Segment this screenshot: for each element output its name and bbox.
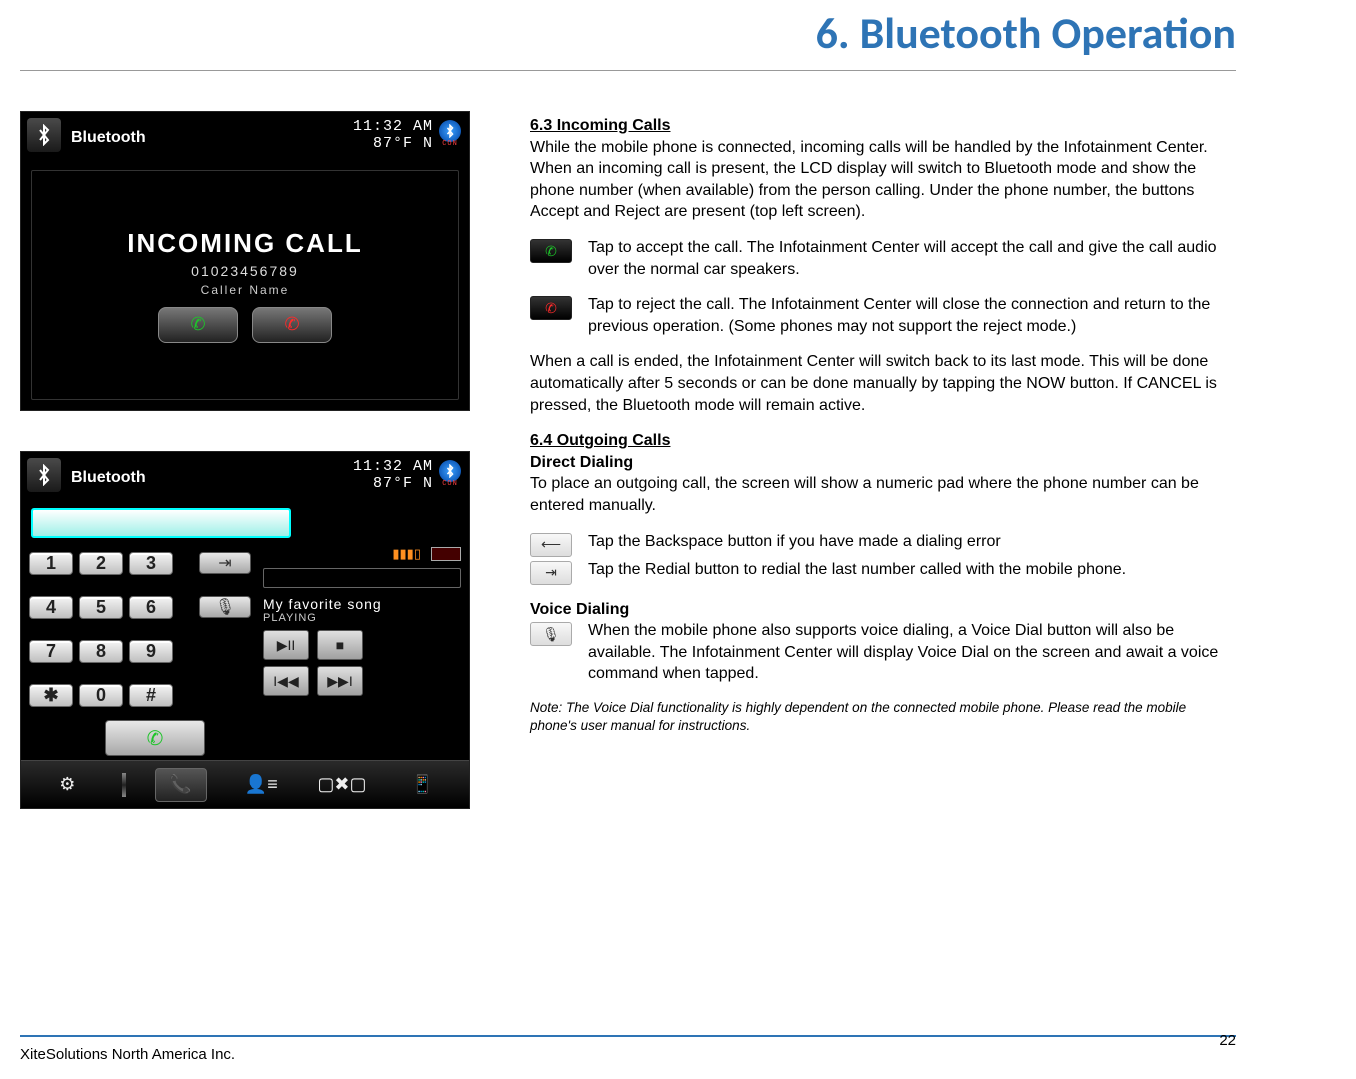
voice-dial-note: Note: The Voice Dial functionality is hi… bbox=[530, 699, 1236, 735]
key-6[interactable]: 6 bbox=[129, 596, 173, 619]
track-display bbox=[263, 568, 461, 588]
next-track-button[interactable]: ▶▶I bbox=[317, 666, 363, 696]
dialpad-screen: Bluetooth 11:32 AM 87°F N CON bbox=[20, 451, 470, 809]
bluetooth-badge-icon bbox=[439, 120, 461, 142]
manual-text: 6.3 Incoming Calls While the mobile phon… bbox=[530, 111, 1236, 809]
incoming-call-label: INCOMING CALL bbox=[127, 228, 362, 259]
voice-dial-button[interactable]: 🎙 bbox=[199, 596, 251, 618]
page-title: 6. Bluetooth Operation bbox=[20, 0, 1236, 71]
backspace-desc: Tap the Backspace button if you have mad… bbox=[588, 531, 1001, 553]
con-label: CON bbox=[439, 480, 461, 488]
phone-tab[interactable]: 📱 bbox=[397, 768, 449, 802]
con-label: CON bbox=[439, 140, 461, 148]
screen1-title: Bluetooth bbox=[71, 123, 146, 147]
number-input[interactable] bbox=[31, 508, 291, 538]
caller-name: Caller Name bbox=[201, 283, 290, 297]
stop-button[interactable]: ■ bbox=[317, 630, 363, 660]
incoming-number: 01023456789 bbox=[191, 263, 299, 279]
para-6-3a: While the mobile phone is connected, inc… bbox=[530, 137, 1236, 223]
subheading-voice-dialing: Voice Dialing bbox=[530, 599, 1236, 621]
backspace-icon-inline: ⟵ bbox=[530, 533, 572, 557]
play-pause-button[interactable]: ▶II bbox=[263, 630, 309, 660]
footer-company: XiteSolutions North America Inc. bbox=[20, 1046, 235, 1063]
reject-icon: ✆ bbox=[284, 314, 299, 335]
redial-desc: Tap the Redial button to redial the last… bbox=[588, 559, 1126, 581]
page-number: 22 bbox=[1219, 1032, 1236, 1049]
key-hash[interactable]: # bbox=[129, 684, 173, 707]
accept-call-button[interactable]: ✆ bbox=[158, 307, 238, 343]
screen1-time: 11:32 AM bbox=[353, 118, 433, 135]
dialpad-tab[interactable]: 📞 bbox=[155, 768, 207, 802]
dial-button[interactable]: ✆ bbox=[105, 720, 205, 756]
key-8[interactable]: 8 bbox=[79, 640, 123, 663]
keypad: 1 2 3 ⇥ 4 5 6 🎙 7 8 9 bbox=[29, 544, 251, 714]
key-4[interactable]: 4 bbox=[29, 596, 73, 619]
footer-rule bbox=[20, 1035, 1236, 1037]
accept-icon-inline: ✆ bbox=[530, 239, 572, 263]
accept-icon: ✆ bbox=[190, 314, 205, 335]
voice-desc: When the mobile phone also supports voic… bbox=[588, 620, 1236, 685]
subheading-direct-dialing: Direct Dialing bbox=[530, 452, 1236, 474]
key-5[interactable]: 5 bbox=[79, 596, 123, 619]
para-6-4a: To place an outgoing call, the screen wi… bbox=[530, 473, 1236, 516]
key-7[interactable]: 7 bbox=[29, 640, 73, 663]
screen1-temp: 87°F N bbox=[353, 135, 433, 152]
reject-call-button[interactable]: ✆ bbox=[252, 307, 332, 343]
screen2-time: 11:32 AM bbox=[353, 458, 433, 475]
playing-label: PLAYING bbox=[263, 612, 461, 624]
key-9[interactable]: 9 bbox=[129, 640, 173, 663]
signal-icon: ▮▮▮▯ bbox=[392, 546, 421, 562]
para-6-3b: When a call is ended, the Infotainment C… bbox=[530, 351, 1236, 416]
incoming-call-screen: Bluetooth 11:32 AM 87°F N CON bbox=[20, 111, 470, 411]
key-3[interactable]: 3 bbox=[129, 552, 173, 575]
bluetooth-icon bbox=[27, 118, 61, 152]
heading-6-3: 6.3 Incoming Calls bbox=[530, 115, 1236, 137]
redial-button[interactable]: ⇥ bbox=[199, 552, 251, 574]
reject-icon-inline: ✆ bbox=[530, 296, 572, 320]
screen2-title: Bluetooth bbox=[71, 463, 146, 487]
bluetooth-badge-icon bbox=[439, 460, 461, 482]
key-1[interactable]: 1 bbox=[29, 552, 73, 575]
key-0[interactable]: 0 bbox=[79, 684, 123, 707]
reject-desc: Tap to reject the call. The Infotainment… bbox=[588, 294, 1236, 337]
key-2[interactable]: 2 bbox=[79, 552, 123, 575]
song-title: My favorite song bbox=[263, 596, 461, 612]
prev-track-button[interactable]: I◀◀ bbox=[263, 666, 309, 696]
heading-6-4: 6.4 Outgoing Calls bbox=[530, 430, 1236, 452]
accept-desc: Tap to accept the call. The Infotainment… bbox=[588, 237, 1236, 280]
settings-button[interactable]: ⚙ bbox=[41, 768, 93, 802]
key-star[interactable]: ✱ bbox=[29, 684, 73, 707]
battery-icon bbox=[431, 547, 461, 561]
devices-tab[interactable]: ▢✖▢ bbox=[316, 768, 368, 802]
redial-icon-inline: ⇥ bbox=[530, 561, 572, 585]
screen2-temp: 87°F N bbox=[353, 475, 433, 492]
voice-icon-inline: 🎙 bbox=[530, 622, 572, 646]
contacts-tab[interactable]: 👤≡ bbox=[235, 768, 287, 802]
screenshots-column: Bluetooth 11:32 AM 87°F N CON bbox=[20, 111, 470, 809]
bluetooth-icon bbox=[27, 458, 61, 492]
bottom-toolbar: ⚙ 📞 👤≡ ▢✖▢ 📱 bbox=[21, 760, 469, 808]
